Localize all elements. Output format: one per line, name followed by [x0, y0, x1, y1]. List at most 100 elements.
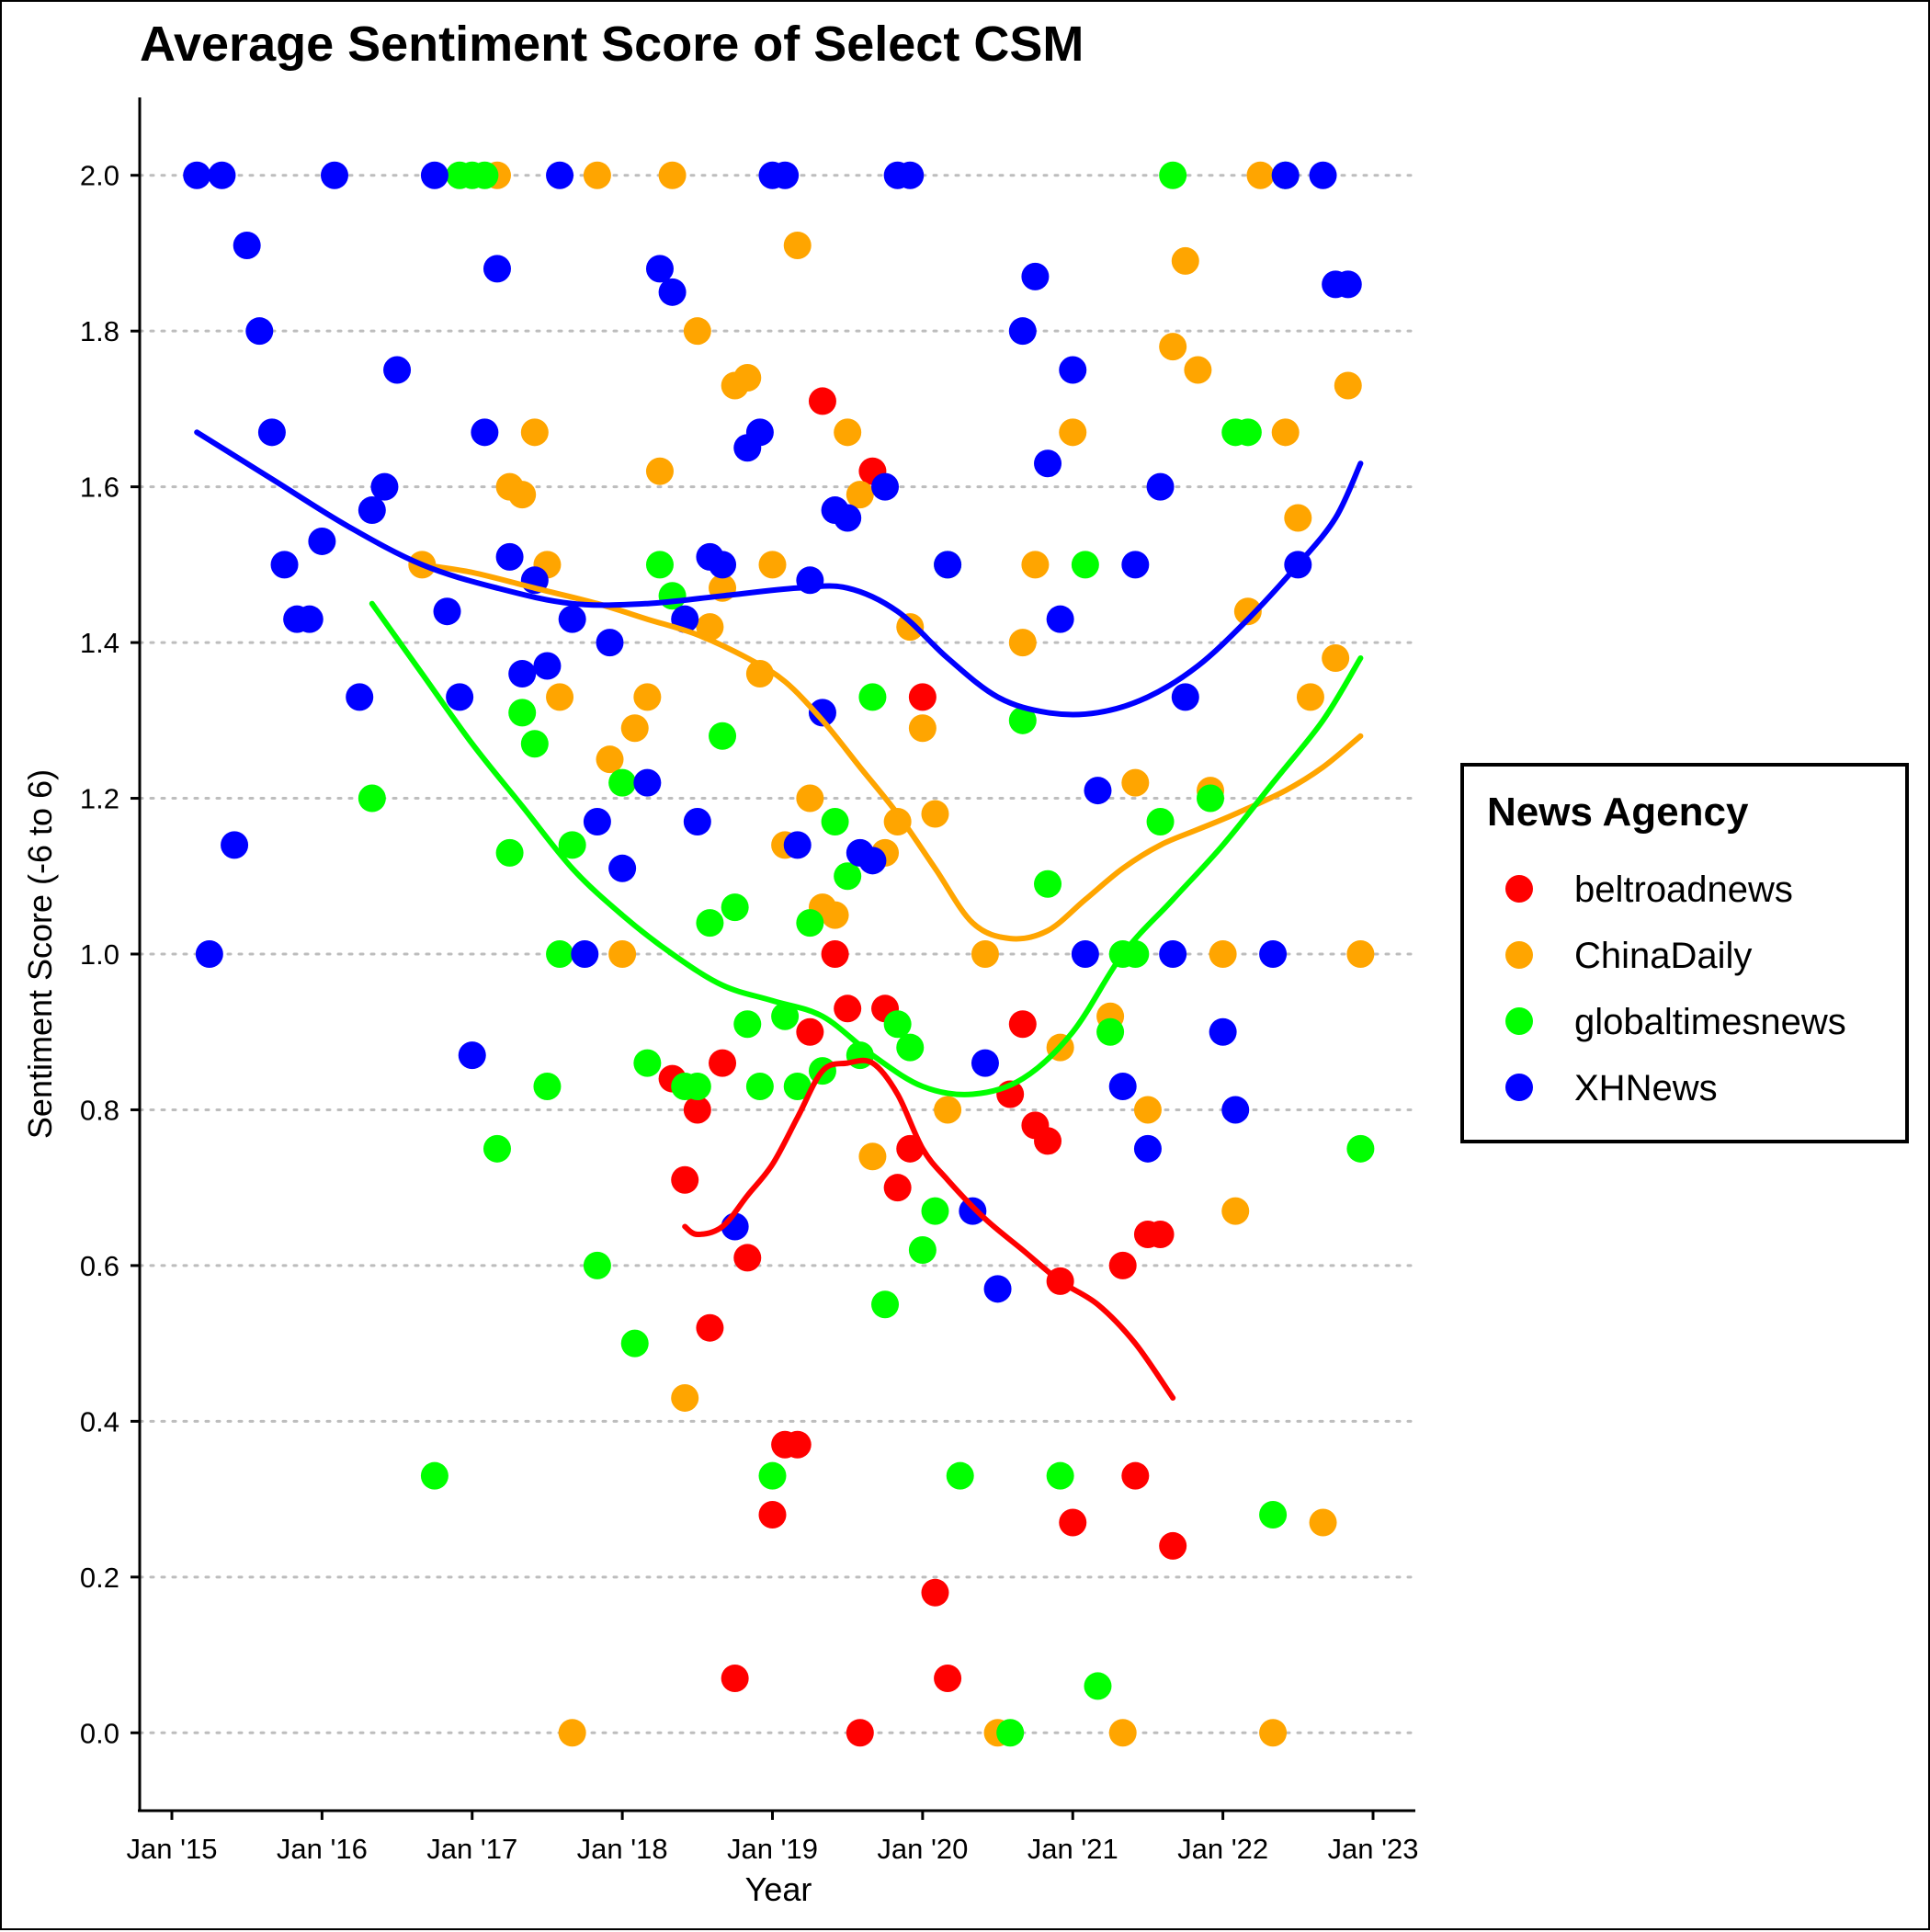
- data-point: [709, 722, 737, 750]
- series-points-XHNews: [183, 161, 1362, 1303]
- data-point: [558, 605, 586, 633]
- data-point: [558, 1719, 586, 1747]
- data-point: [1159, 161, 1187, 189]
- data-point: [370, 472, 399, 501]
- legend-box: [1460, 763, 1909, 1143]
- data-point: [1296, 683, 1324, 711]
- data-point: [771, 1002, 800, 1030]
- data-point: [645, 255, 674, 283]
- data-point: [709, 551, 737, 579]
- data-point: [1046, 1461, 1074, 1490]
- data-point: [1271, 418, 1300, 447]
- data-point: [1096, 1017, 1125, 1046]
- data-point: [896, 613, 925, 642]
- data-point: [834, 862, 862, 891]
- data-point: [1059, 418, 1087, 447]
- data-point: [1021, 262, 1050, 290]
- legend-key-ChinaDaily: [1505, 941, 1533, 969]
- data-point: [1133, 1096, 1162, 1124]
- data-point: [308, 527, 336, 555]
- data-point: [696, 1313, 724, 1342]
- y-tick-label: 1.8: [80, 315, 119, 347]
- data-point: [245, 317, 274, 346]
- data-point: [846, 481, 874, 509]
- data-point: [583, 1251, 611, 1279]
- data-point: [896, 1033, 925, 1062]
- data-point: [971, 940, 999, 968]
- data-point: [808, 699, 836, 727]
- data-point: [1046, 605, 1074, 633]
- data-point: [858, 1142, 887, 1171]
- y-axis-title: Sentiment Score (-6 to 6): [21, 769, 59, 1139]
- data-point: [633, 768, 662, 797]
- data-point: [482, 255, 511, 283]
- data-point: [1309, 161, 1337, 189]
- data-point: [834, 994, 862, 1023]
- data-point: [546, 161, 574, 189]
- data-point: [645, 457, 674, 485]
- data-point: [1159, 333, 1187, 361]
- x-tick-label: Jan '15: [127, 1833, 218, 1865]
- data-point: [320, 161, 348, 189]
- data-point: [1322, 644, 1350, 673]
- data-point: [896, 161, 925, 189]
- data-point: [257, 418, 286, 447]
- y-tick-label: 2.0: [80, 160, 119, 192]
- data-point: [783, 231, 812, 259]
- data-point: [783, 1430, 812, 1459]
- data-point: [1133, 1134, 1162, 1163]
- y-tick-label: 1.2: [80, 783, 119, 815]
- data-point: [1121, 768, 1150, 797]
- data-point: [934, 1664, 962, 1692]
- data-points: [183, 161, 1375, 1747]
- data-point: [683, 1073, 711, 1101]
- data-point: [658, 582, 687, 610]
- data-point: [1108, 1719, 1137, 1747]
- data-point: [771, 161, 800, 189]
- data-point: [921, 1197, 949, 1225]
- data-point: [346, 683, 374, 711]
- data-point: [546, 683, 574, 711]
- data-point: [758, 551, 787, 579]
- data-point: [821, 807, 849, 835]
- data-point: [270, 551, 299, 579]
- smooth-line-globaltimesnews: [369, 600, 1364, 1097]
- chart-title: Average Sentiment Score of Select CSM: [140, 17, 1084, 72]
- legend: News Agency beltroadnews ChinaDaily global…: [1460, 763, 1909, 1143]
- data-point: [495, 542, 524, 571]
- y-tick-label: 0.2: [80, 1562, 119, 1594]
- data-point: [834, 418, 862, 447]
- x-tick-label: Jan '22: [1177, 1833, 1268, 1865]
- grid-lines: [138, 174, 1417, 1734]
- data-point: [745, 1073, 774, 1101]
- data-point: [533, 1073, 562, 1101]
- data-point: [983, 1275, 1012, 1303]
- data-point: [221, 831, 249, 859]
- legend-label: XHNews: [1574, 1068, 1718, 1108]
- data-point: [233, 231, 261, 259]
- legend-key-XHNews: [1505, 1074, 1533, 1101]
- data-point: [1034, 449, 1062, 478]
- data-point: [1209, 1017, 1237, 1046]
- data-point: [721, 1664, 749, 1692]
- data-point: [608, 768, 637, 797]
- data-point: [733, 364, 762, 392]
- smooth-line-ChinaDaily: [419, 562, 1364, 942]
- data-point: [921, 800, 949, 828]
- data-point: [1034, 869, 1062, 898]
- data-point: [583, 161, 611, 189]
- data-point: [1146, 472, 1175, 501]
- data-point: [934, 551, 962, 579]
- data-point: [596, 745, 624, 774]
- data-point: [1021, 551, 1050, 579]
- data-point: [1184, 356, 1212, 384]
- data-point: [1059, 356, 1087, 384]
- data-point: [1309, 1508, 1337, 1537]
- y-tick-label: 1.4: [80, 627, 119, 659]
- data-point: [971, 1049, 999, 1077]
- smooth-line-beltroadnews: [682, 1057, 1176, 1401]
- data-point: [709, 1049, 737, 1077]
- data-point: [783, 1073, 812, 1101]
- data-point: [633, 683, 662, 711]
- data-point: [620, 714, 649, 743]
